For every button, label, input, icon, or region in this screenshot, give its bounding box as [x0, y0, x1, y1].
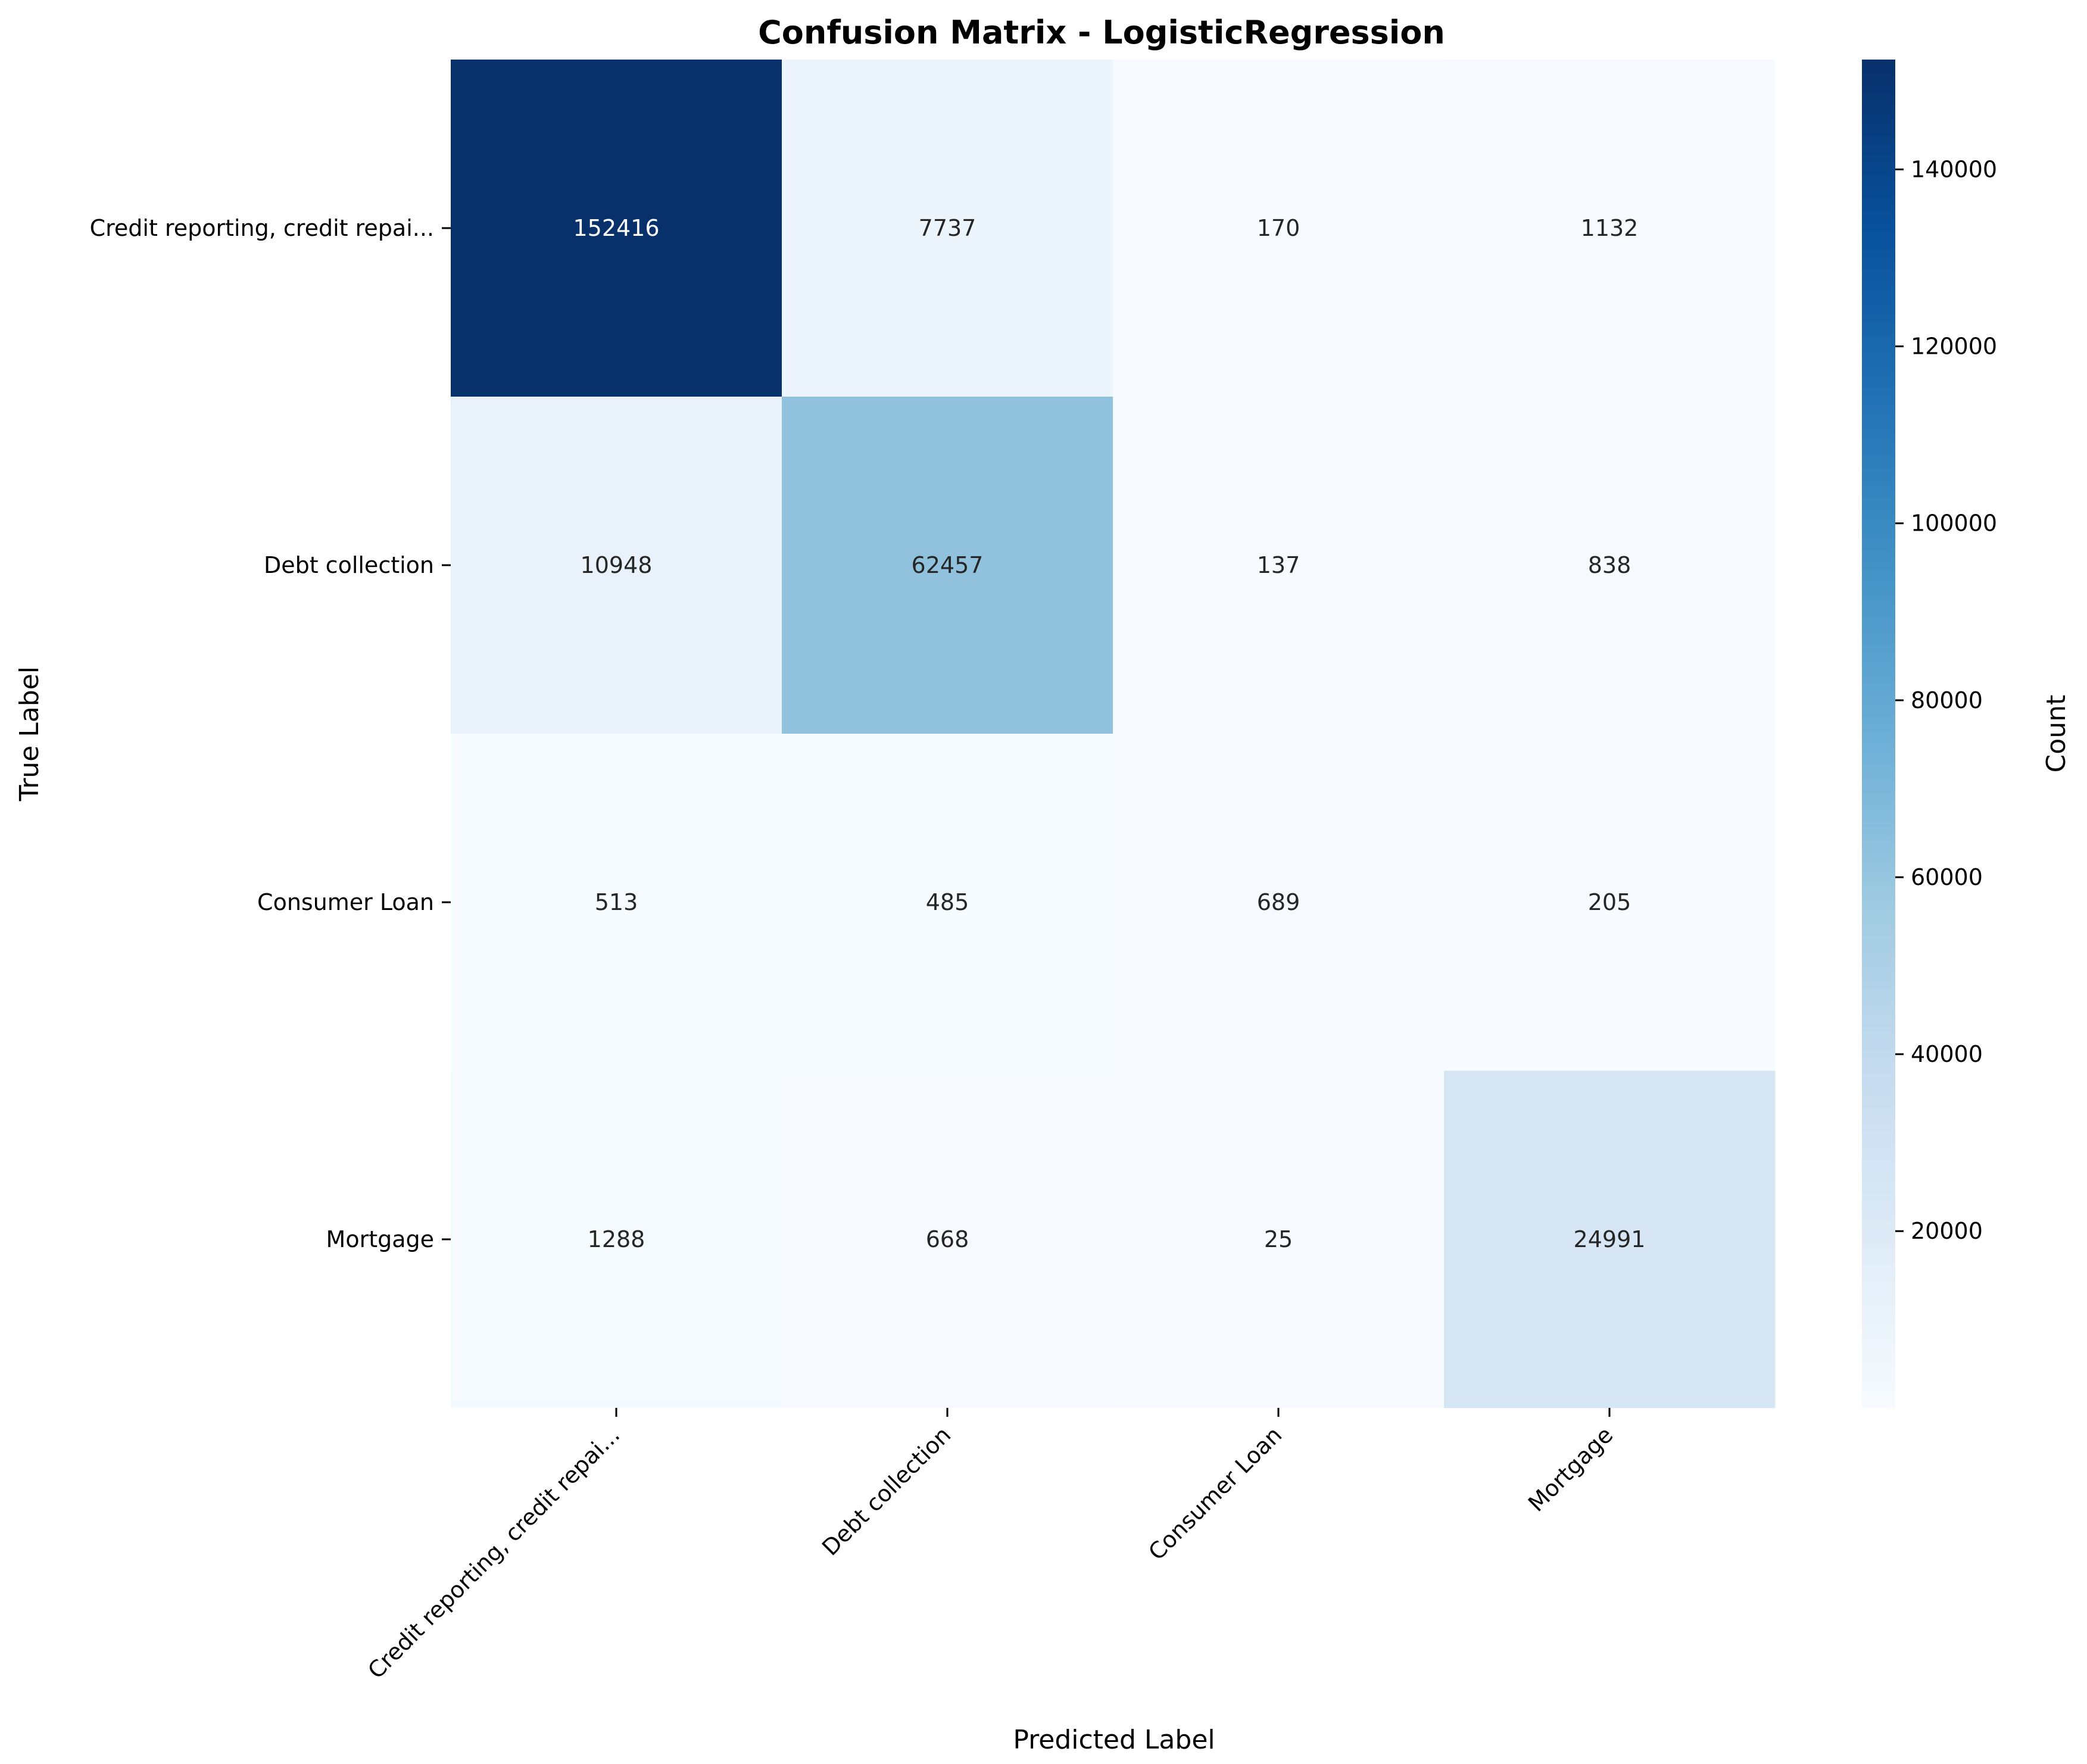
heatmap-cell	[451, 1071, 782, 1408]
heatmap-cell	[1113, 397, 1445, 734]
colorbar-gradient	[1862, 60, 1895, 1408]
y-tick-label: Debt collection	[264, 552, 434, 578]
heatmap-cell	[451, 397, 782, 734]
cell-value-label: 62457	[912, 552, 984, 578]
heatmap-cell-labels: 152416 7737 170 1132 10948 62457 137 838 513 485 6…	[573, 215, 1645, 1252]
colorbar: 20000 40000 60000 80000 100000 120000 140000 C…	[1862, 60, 2072, 1408]
cell-value-label: 24991	[1574, 1226, 1646, 1252]
heatmap-cell	[1113, 734, 1445, 1071]
heatmap-cell	[782, 1071, 1113, 1408]
heatmap-cell	[451, 734, 782, 1071]
colorbar-tick-label: 80000	[1911, 687, 1983, 713]
colorbar-tick-label: 40000	[1911, 1041, 1983, 1067]
y-tick-label: Consumer Loan	[257, 889, 434, 915]
heatmap-cell	[1444, 1071, 1776, 1408]
colorbar-tick-label: 120000	[1911, 334, 1997, 360]
heatmap-cells	[451, 60, 1776, 1408]
x-axis-ticks: Credit reporting, credit repai... Debt co…	[363, 1408, 1618, 1684]
cell-value-label: 513	[595, 889, 638, 915]
x-tick-label: Consumer Loan	[1143, 1422, 1287, 1565]
x-tick-label: Debt collection	[817, 1422, 956, 1560]
cell-value-label: 25	[1264, 1226, 1293, 1252]
cell-value-label: 1132	[1581, 215, 1639, 241]
colorbar-tick-label: 100000	[1911, 510, 1997, 537]
heatmap-cell	[1444, 397, 1776, 734]
colorbar-tick-label: 140000	[1911, 156, 1997, 182]
cell-value-label: 7737	[919, 215, 977, 241]
y-axis-label: True Label	[14, 666, 45, 802]
heatmap-cell	[782, 397, 1113, 734]
cell-value-label: 1288	[588, 1226, 645, 1252]
cell-value-label: 485	[926, 889, 969, 915]
heatmap-cell	[782, 60, 1113, 397]
cell-value-label: 152416	[573, 215, 659, 241]
chart-title: Confusion Matrix - LogisticRegression	[758, 14, 1445, 51]
cell-value-label: 137	[1257, 552, 1300, 578]
colorbar-tick-label: 20000	[1911, 1218, 1983, 1244]
x-tick-label: Mortgage	[1523, 1422, 1618, 1516]
colorbar-tick-label: 60000	[1911, 864, 1983, 890]
cell-value-label: 205	[1588, 889, 1631, 915]
cell-value-label: 838	[1588, 552, 1631, 578]
y-axis-ticks: Credit reporting, credit repai... Debt co…	[90, 215, 451, 1252]
cell-value-label: 689	[1257, 889, 1300, 915]
colorbar-label: Count	[2041, 695, 2072, 773]
cell-value-label: 170	[1257, 215, 1300, 241]
heatmap-cell	[1113, 1071, 1445, 1408]
heatmap-cell	[1444, 60, 1776, 397]
colorbar-ticks: 20000 40000 60000 80000 100000 120000 140000	[1895, 156, 1997, 1244]
cell-value-label: 10948	[581, 552, 653, 578]
x-tick-label: Credit reporting, credit repai...	[363, 1422, 625, 1684]
heatmap-cell	[1444, 734, 1776, 1071]
cell-value-label: 668	[926, 1226, 969, 1252]
heatmap-cell	[782, 734, 1113, 1071]
y-tick-label: Credit reporting, credit repai...	[90, 215, 434, 241]
y-tick-label: Mortgage	[326, 1226, 434, 1252]
heatmap-cell	[451, 60, 782, 397]
x-axis-label: Predicted Label	[1013, 1725, 1215, 1755]
heatmap-cell	[1113, 60, 1445, 397]
